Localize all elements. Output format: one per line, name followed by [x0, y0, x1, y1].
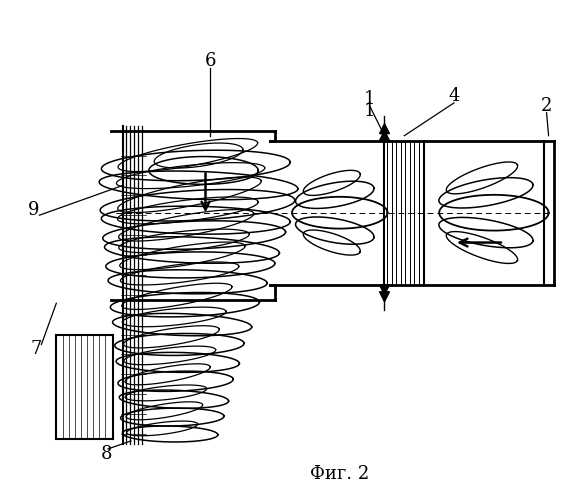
Text: 6: 6: [205, 52, 216, 70]
Text: 4: 4: [448, 87, 460, 105]
Polygon shape: [380, 130, 389, 140]
Polygon shape: [380, 292, 389, 302]
Polygon shape: [380, 285, 389, 294]
Text: 7: 7: [31, 340, 42, 358]
Text: 2: 2: [541, 97, 552, 115]
Text: 1: 1: [364, 90, 375, 108]
Text: 8: 8: [100, 445, 112, 463]
Text: Фиг. 2: Фиг. 2: [310, 465, 369, 483]
Polygon shape: [380, 124, 389, 134]
Text: 9: 9: [28, 201, 39, 219]
Text: 1: 1: [364, 102, 375, 120]
